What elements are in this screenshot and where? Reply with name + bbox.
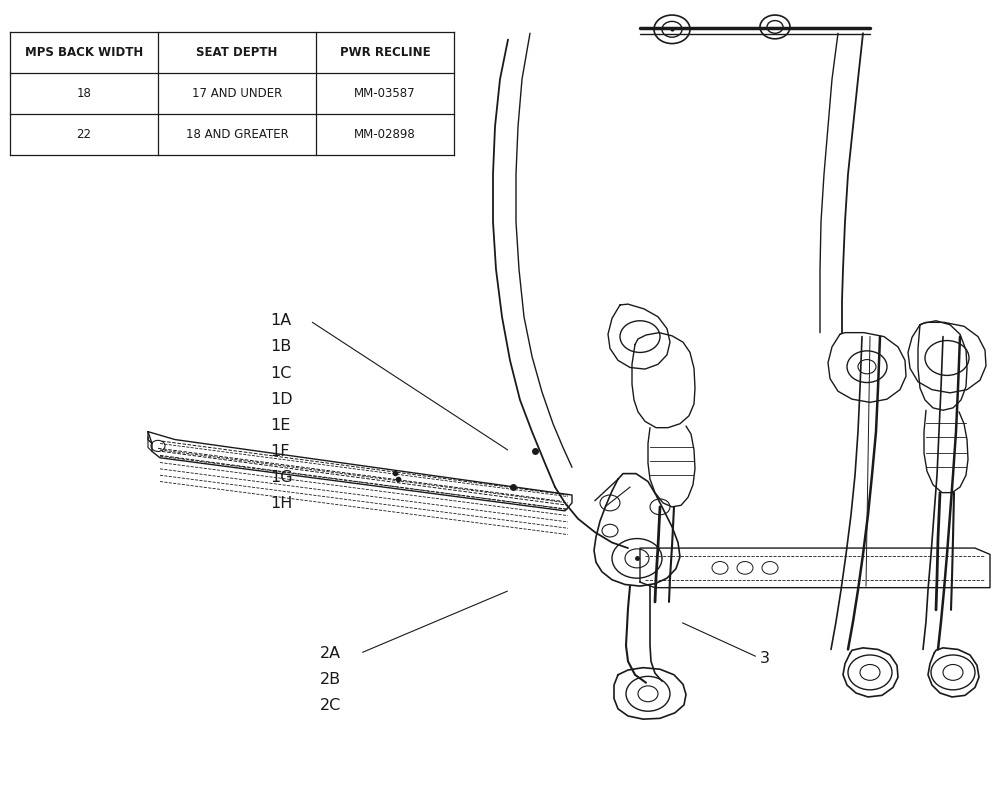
Circle shape — [767, 21, 783, 33]
Text: SEAT DEPTH: SEAT DEPTH — [196, 46, 278, 59]
Text: 1C: 1C — [270, 366, 291, 380]
Text: 1H: 1H — [270, 497, 292, 511]
Text: 2A: 2A — [320, 646, 341, 661]
Circle shape — [760, 15, 790, 39]
Text: 22: 22 — [76, 128, 91, 141]
Text: 2B: 2B — [320, 672, 341, 687]
Circle shape — [662, 21, 682, 37]
Circle shape — [654, 15, 690, 44]
Text: 1D: 1D — [270, 392, 293, 406]
Text: 2C: 2C — [320, 699, 341, 713]
Text: MM-02898: MM-02898 — [354, 128, 416, 141]
Text: 1A: 1A — [270, 314, 291, 328]
Text: MPS BACK WIDTH: MPS BACK WIDTH — [25, 46, 143, 59]
Text: 17 AND UNDER: 17 AND UNDER — [192, 87, 282, 100]
Text: 1E: 1E — [270, 418, 290, 432]
Text: PWR RECLINE: PWR RECLINE — [340, 46, 430, 59]
Text: MM-03587: MM-03587 — [354, 87, 416, 100]
Text: 18 AND GREATER: 18 AND GREATER — [186, 128, 288, 141]
Text: 18: 18 — [77, 87, 91, 100]
Text: 3: 3 — [760, 652, 770, 666]
Text: 1B: 1B — [270, 340, 291, 354]
Text: 1G: 1G — [270, 470, 293, 485]
Text: 1F: 1F — [270, 444, 290, 459]
